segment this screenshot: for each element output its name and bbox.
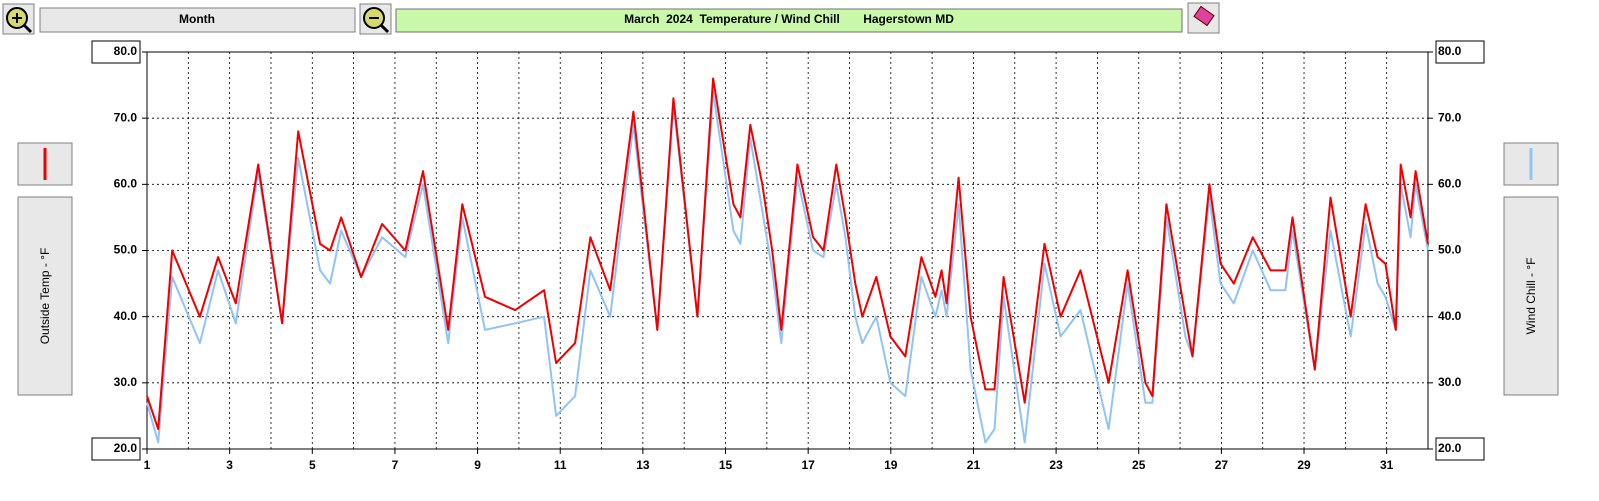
chill-axis-button[interactable] (1503, 196, 1559, 396)
x-tick-label: 25 (1132, 458, 1146, 472)
y-tick-label: 20.0 (114, 441, 138, 455)
y2-tick-label: 20.0 (1438, 441, 1462, 455)
x-tick-label: 1 (144, 458, 151, 472)
y-tick-label: 80.0 (114, 44, 138, 58)
title-box (395, 8, 1183, 33)
tick-box (91, 437, 141, 461)
x-tick-label: 17 (801, 458, 815, 472)
y-tick-label: 50.0 (114, 243, 138, 257)
x-tick-label: 11 (554, 458, 567, 472)
y2-tick-label: 80.0 (1438, 44, 1462, 58)
y-axis-label: Outside Temp - °F (38, 248, 52, 345)
chart-title: March 2024 Temperature / Wind Chill Hage… (624, 12, 954, 26)
series-line (146, 77, 1429, 431)
x-tick-label: 31 (1380, 458, 1394, 472)
y2-axis-label: Wind Chill - °F (1524, 258, 1538, 335)
tick-box (1435, 437, 1485, 461)
period-button[interactable] (39, 7, 356, 33)
x-tick-label: 19 (884, 458, 898, 472)
y-tick-label: 30.0 (114, 375, 138, 389)
y2-tick-label: 70.0 (1438, 110, 1462, 124)
x-tick-label: 9 (474, 458, 481, 472)
series-line (146, 90, 1429, 444)
temp-axis-button[interactable] (17, 196, 73, 396)
x-tick-label: 23 (1049, 458, 1063, 472)
tick-box (91, 40, 141, 64)
x-tick-label: 3 (226, 458, 233, 472)
tick-box (1435, 40, 1485, 64)
zoom-out-button[interactable] (359, 3, 392, 35)
y2-tick-label: 30.0 (1438, 375, 1462, 389)
y2-tick-label: 50.0 (1438, 243, 1462, 257)
eraser-button[interactable] (1187, 2, 1220, 34)
x-tick-label: 27 (1215, 458, 1229, 472)
y2-tick-label: 40.0 (1438, 309, 1462, 323)
x-tick-label: 5 (309, 458, 316, 472)
x-tick-label: 21 (967, 458, 981, 472)
x-tick-label: 29 (1297, 458, 1311, 472)
x-tick-label: 7 (392, 458, 399, 472)
y-tick-label: 40.0 (114, 309, 138, 323)
period-label: Month (179, 12, 215, 26)
x-tick-label: 15 (719, 458, 733, 472)
y-tick-label: 60.0 (114, 177, 138, 191)
y2-tick-label: 60.0 (1438, 177, 1462, 191)
zoom-in-button[interactable] (2, 3, 35, 35)
x-tick-label: 13 (636, 458, 650, 472)
y-tick-label: 70.0 (114, 110, 138, 124)
